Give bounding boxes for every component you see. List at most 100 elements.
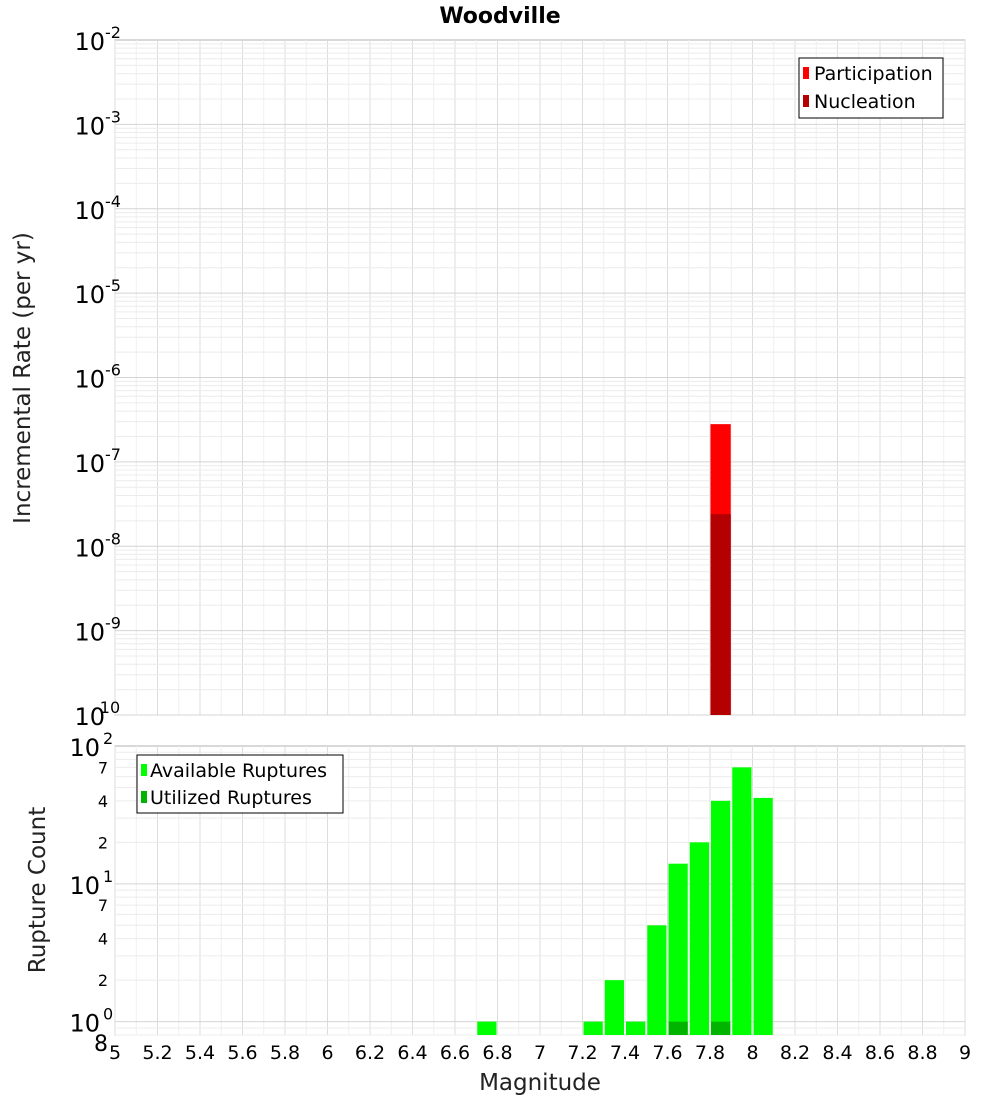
y-tick-label: 10 1 — [69, 867, 113, 900]
legend-label-utilized: Utilized Ruptures — [150, 787, 312, 809]
svg-text:-4: -4 — [105, 192, 121, 211]
legend-label-participation: Participation — [814, 63, 933, 85]
bar-available-ruptures — [668, 863, 688, 1035]
y-tick-label: 10 -7 — [74, 445, 121, 478]
svg-text:10: 10 — [69, 1010, 100, 1038]
bar-utilized-ruptures — [668, 1021, 688, 1035]
svg-text:10: 10 — [74, 619, 105, 647]
rate-plot-y-axis-label: Incremental Rate (per yr) — [10, 232, 36, 524]
y-tick-label: 10 2 — [69, 729, 113, 762]
legend-swatch-available — [141, 764, 147, 776]
svg-text:10: 10 — [74, 112, 105, 140]
svg-text:10: 10 — [74, 197, 105, 225]
svg-text:4: 4 — [98, 792, 108, 811]
svg-text:-2: -2 — [105, 23, 121, 42]
bar-available-ruptures — [732, 767, 752, 1035]
x-tick-label: 8.8 — [907, 1042, 937, 1064]
x-tick-label: 8 — [746, 1042, 758, 1064]
svg-text:-6: -6 — [105, 361, 121, 380]
rate-plot-panel: 10-210-310-410-510-610-710-810 -910-10 In… — [10, 23, 966, 731]
x-tick-label: 6.8 — [482, 1042, 512, 1064]
svg-text:2: 2 — [98, 833, 108, 852]
x-tick-label: 9 — [959, 1042, 971, 1064]
bar-available-ruptures — [647, 925, 667, 1035]
svg-text:10: 10 — [74, 450, 105, 478]
x-tick-label: 5.6 — [227, 1042, 257, 1064]
bar-available-ruptures — [583, 1021, 603, 1035]
x-tick-label: 7.2 — [567, 1042, 597, 1064]
x-tick-label: 5.4 — [185, 1042, 215, 1064]
y-tick-label: 10 -8 — [74, 529, 121, 562]
x-tick-label: 7.4 — [610, 1042, 640, 1064]
svg-text:2: 2 — [98, 971, 108, 990]
y-tick-label: 10-10 — [74, 698, 120, 731]
rate-plot-y-ticks: 10-210-310-410-510-610-710-810 -910-10 — [74, 23, 121, 731]
svg-text:10: 10 — [74, 703, 105, 731]
y-tick-label: 10 -4 — [74, 192, 121, 225]
x-tick-label: 5 — [109, 1042, 121, 1064]
x-tick-label: 6.6 — [440, 1042, 470, 1064]
svg-text:8: 8 — [94, 1032, 108, 1057]
x-tick-label: 6.4 — [397, 1042, 427, 1064]
legend-swatch-nucleation — [803, 95, 809, 107]
svg-text:-9: -9 — [105, 614, 121, 633]
y-tick-label: 2 — [98, 833, 108, 852]
chart-title: Woodville — [439, 4, 560, 29]
rate-plot-legend: Participation Nucleation — [798, 57, 944, 119]
svg-text:10: 10 — [74, 534, 105, 562]
bar-available-ruptures — [626, 1021, 646, 1035]
rate-plot-bars — [710, 424, 731, 715]
svg-text:-8: -8 — [105, 529, 121, 548]
svg-text:10: 10 — [74, 28, 105, 56]
svg-text:0: 0 — [103, 1005, 113, 1024]
y-tick-label: 4 — [98, 930, 108, 949]
y-tick-label: 10 -5 — [74, 276, 121, 309]
count-plot-y-axis-label: Rupture Count — [25, 807, 51, 973]
y-tick-label: 10 0 — [69, 1005, 113, 1038]
bar-available-ruptures — [711, 800, 731, 1035]
x-tick-label: 7.8 — [695, 1042, 725, 1064]
bar-available-ruptures — [753, 797, 773, 1035]
legend-swatch-participation — [803, 67, 809, 79]
svg-text:-5: -5 — [105, 276, 121, 295]
x-axis-ticks: 5 5.2 5.4 5.6 5.8 6 6.2 6.4 6.6 6.8 7 7.2 7.4 7.6 7.8 8… — [109, 1042, 971, 1064]
x-tick-label: 5.2 — [142, 1042, 172, 1064]
rate-plot-grid — [114, 40, 966, 716]
bar-available-ruptures — [689, 842, 709, 1035]
svg-text:10: 10 — [74, 366, 105, 394]
y-tick-label: 8 — [94, 1032, 108, 1057]
bar-nucleation — [710, 514, 731, 715]
svg-text:10: 10 — [74, 281, 105, 309]
svg-text:10: 10 — [69, 734, 100, 762]
y-tick-label: 2 — [98, 971, 108, 990]
y-tick-label: 10 -2 — [74, 23, 121, 56]
x-tick-label: 8.6 — [865, 1042, 895, 1064]
bar-available-ruptures — [477, 1021, 497, 1035]
svg-text:2: 2 — [103, 729, 113, 748]
legend-label-available: Available Ruptures — [150, 760, 327, 782]
legend-swatch-utilized — [141, 791, 147, 803]
svg-text:1: 1 — [103, 867, 113, 886]
y-tick-label: 4 — [98, 792, 108, 811]
x-tick-label: 5.8 — [270, 1042, 300, 1064]
legend-label-nucleation: Nucleation — [814, 91, 916, 113]
bar-utilized-ruptures — [711, 1021, 731, 1035]
svg-text:-7: -7 — [105, 445, 121, 464]
x-axis-label: Magnitude — [479, 1070, 601, 1096]
svg-text:-3: -3 — [105, 107, 121, 126]
x-tick-label: 8.4 — [822, 1042, 852, 1064]
count-plot-bars — [477, 767, 773, 1035]
y-tick-label: 10 -3 — [74, 107, 121, 140]
count-plot-legend: Available Ruptures Utilized Ruptures — [136, 754, 344, 814]
y-tick-label: 7 — [98, 758, 108, 777]
svg-text:-10: -10 — [94, 698, 120, 717]
svg-text:4: 4 — [98, 930, 108, 949]
svg-text:7: 7 — [98, 758, 108, 777]
y-tick-label: 7 — [98, 896, 108, 915]
x-tick-label: 6 — [321, 1042, 333, 1064]
bar-available-ruptures — [604, 980, 624, 1035]
svg-text:10: 10 — [69, 872, 100, 900]
